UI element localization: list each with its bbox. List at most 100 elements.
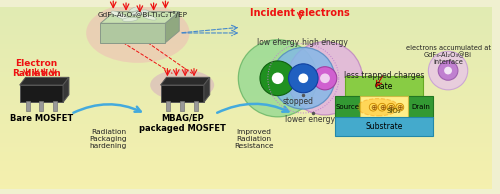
Bar [0, 157, 492, 161]
Bar [0, 152, 492, 157]
Bar [0, 68, 492, 72]
Bar [40, 101, 44, 111]
Polygon shape [166, 12, 179, 43]
Bar [0, 114, 492, 119]
Ellipse shape [122, 17, 138, 22]
Polygon shape [160, 85, 204, 102]
Bar [0, 44, 492, 49]
Circle shape [320, 74, 330, 83]
Bar [0, 185, 492, 189]
Bar [0, 63, 492, 68]
Ellipse shape [130, 6, 142, 12]
Circle shape [298, 74, 308, 83]
Text: ⊕: ⊕ [388, 103, 394, 112]
Text: Radiation
Packaging
hardening: Radiation Packaging hardening [90, 129, 127, 149]
Bar [335, 96, 360, 119]
Text: Bare MOSFET: Bare MOSFET [10, 114, 73, 123]
Bar [0, 138, 492, 143]
Bar [0, 7, 492, 12]
Circle shape [238, 40, 317, 117]
Text: Source: Source [336, 104, 359, 110]
Text: Drain: Drain [411, 104, 430, 110]
Text: Electron
Radiation: Electron Radiation [12, 59, 61, 78]
Text: high energy: high energy [302, 38, 348, 47]
Circle shape [272, 73, 283, 84]
Text: less trapped charges: less trapped charges [344, 71, 424, 80]
Text: lower energy: lower energy [285, 115, 335, 124]
Bar [0, 105, 492, 110]
Bar [0, 124, 492, 129]
Ellipse shape [131, 10, 148, 16]
Bar [0, 171, 492, 175]
Bar [0, 77, 492, 82]
Circle shape [387, 103, 395, 111]
Bar [0, 110, 492, 114]
Ellipse shape [150, 70, 214, 100]
Polygon shape [160, 77, 210, 85]
Bar [0, 49, 492, 54]
Circle shape [444, 67, 452, 74]
Polygon shape [100, 12, 179, 23]
Bar [53, 101, 57, 111]
Bar [0, 119, 492, 124]
Text: low energy: low energy [256, 38, 299, 47]
Polygon shape [20, 85, 63, 102]
Bar [344, 76, 424, 96]
Text: SiO₂: SiO₂ [386, 108, 401, 114]
Text: Incident electrons: Incident electrons [250, 8, 350, 18]
Circle shape [260, 61, 296, 96]
Bar [0, 54, 492, 58]
Bar [0, 133, 492, 138]
Polygon shape [204, 77, 210, 102]
Bar [26, 101, 30, 111]
Bar [0, 82, 492, 87]
Text: ⊕: ⊕ [370, 103, 376, 112]
Circle shape [428, 51, 468, 90]
Bar [166, 101, 170, 111]
Bar [0, 58, 492, 63]
Circle shape [370, 103, 377, 111]
Ellipse shape [143, 15, 156, 20]
Bar [0, 143, 492, 147]
Bar [0, 2, 492, 7]
Bar [194, 101, 198, 111]
Bar [0, 96, 492, 100]
Circle shape [378, 103, 386, 111]
Text: ⊕: ⊕ [379, 103, 386, 112]
Text: electrons accumulated at
GdF₃-Al₂O₃@Bi
interface: electrons accumulated at GdF₃-Al₂O₃@Bi i… [406, 45, 490, 65]
Bar [0, 26, 492, 30]
Bar [0, 161, 492, 166]
Polygon shape [63, 77, 69, 102]
Polygon shape [100, 23, 166, 43]
Text: ⊕: ⊕ [396, 103, 403, 112]
Bar [0, 100, 492, 105]
Bar [0, 30, 492, 35]
Text: GdF₃-Al₂O₃@Bi-Ti₃C₂T⁸/EP: GdF₃-Al₂O₃@Bi-Ti₃C₂T⁸/EP [98, 11, 188, 18]
Bar [0, 166, 492, 171]
Circle shape [438, 61, 458, 80]
Bar [360, 96, 408, 119]
Ellipse shape [86, 3, 190, 63]
Circle shape [288, 42, 362, 115]
Ellipse shape [111, 11, 129, 20]
Bar [0, 72, 492, 77]
Bar [0, 87, 492, 91]
Bar [0, 129, 492, 133]
Bar [0, 21, 492, 26]
Circle shape [396, 103, 404, 111]
Polygon shape [20, 77, 69, 85]
Bar [0, 91, 492, 96]
Text: stopped: stopped [283, 97, 314, 106]
Circle shape [288, 64, 318, 93]
Text: Improved
Radiation
Resistance: Improved Radiation Resistance [234, 129, 274, 149]
Circle shape [313, 67, 337, 90]
Bar [0, 16, 492, 21]
Bar [180, 101, 184, 111]
Text: Gate: Gate [375, 81, 393, 90]
Bar [408, 96, 434, 119]
Ellipse shape [358, 99, 399, 116]
Bar [0, 35, 492, 40]
Bar [0, 175, 492, 180]
Text: Substrate: Substrate [366, 122, 403, 131]
Bar [0, 40, 492, 44]
